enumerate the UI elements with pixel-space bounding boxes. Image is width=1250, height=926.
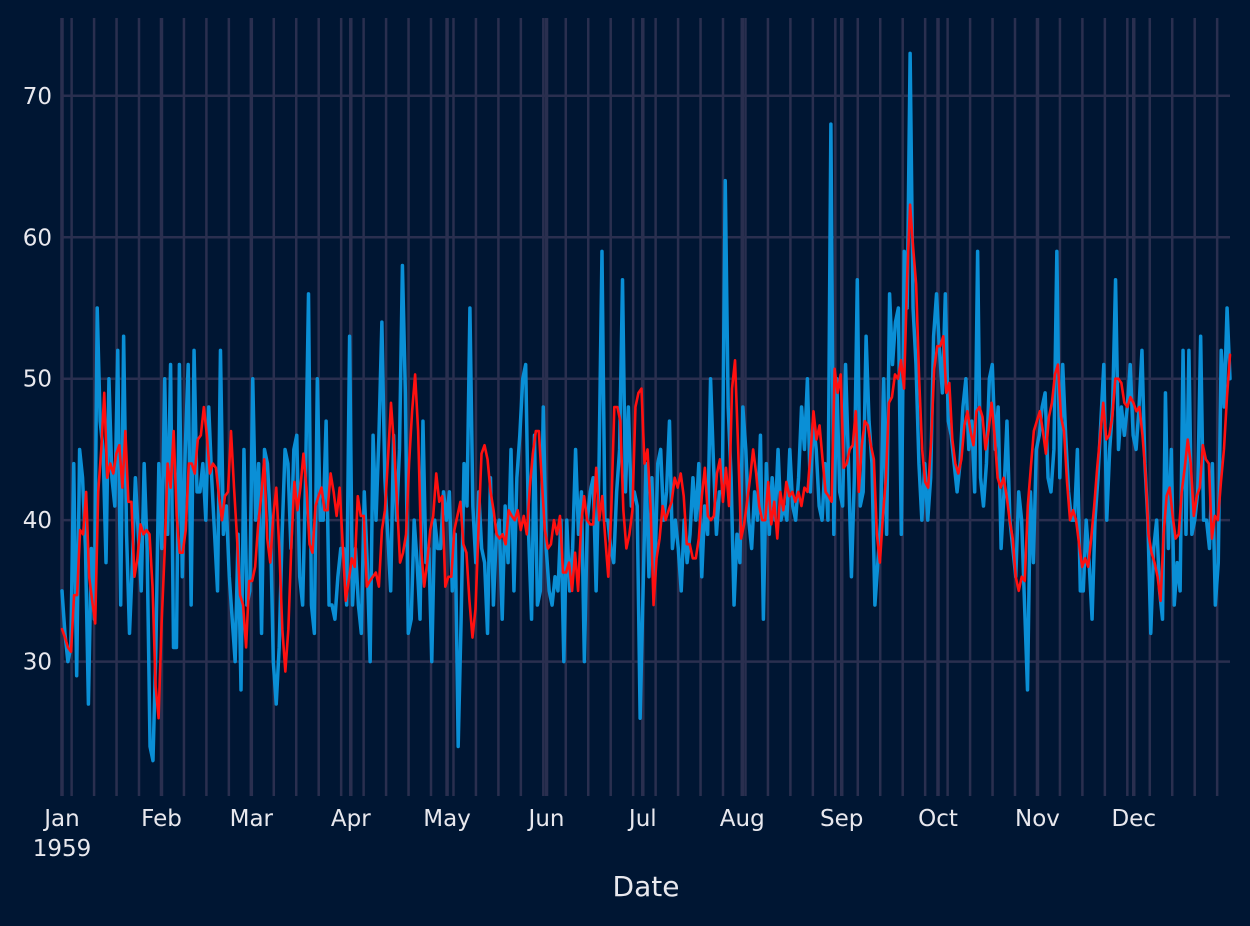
x-tick-label: Feb bbox=[141, 806, 182, 832]
series-lines bbox=[60, 51, 1232, 763]
x-tick-label: Jul bbox=[627, 806, 657, 832]
x-tick-label: Mar bbox=[230, 806, 274, 832]
x-tick-label: Dec bbox=[1111, 806, 1156, 832]
x-tick-label: Apr bbox=[331, 806, 371, 832]
series-line-1 bbox=[60, 51, 1232, 763]
x-tick-label: Jun bbox=[527, 806, 565, 832]
x-axis-label: Date bbox=[613, 870, 680, 903]
y-tick-label: 40 bbox=[23, 508, 52, 534]
x-tick-label: May bbox=[423, 806, 471, 832]
axis-labels: 30 40 50 60 70 Jan Feb Mar Apr May Jun Jul Aug Sep Oct… bbox=[23, 84, 1156, 832]
y-tick-label: 60 bbox=[23, 225, 52, 251]
series-line-2 bbox=[60, 203, 1232, 720]
x-tick-label: Oct bbox=[918, 806, 958, 832]
x-tick-label: Jan bbox=[42, 806, 79, 832]
x-tick-label: Sep bbox=[820, 806, 863, 832]
grid-lines bbox=[60, 18, 1230, 796]
x-tick-label: Nov bbox=[1015, 806, 1060, 832]
year-tick-label: 1959 bbox=[33, 836, 92, 862]
y-tick-label: 30 bbox=[23, 650, 52, 676]
y-tick-label: 50 bbox=[23, 367, 52, 393]
x-tick-label: Aug bbox=[720, 806, 765, 832]
y-tick-label: 70 bbox=[23, 84, 52, 110]
